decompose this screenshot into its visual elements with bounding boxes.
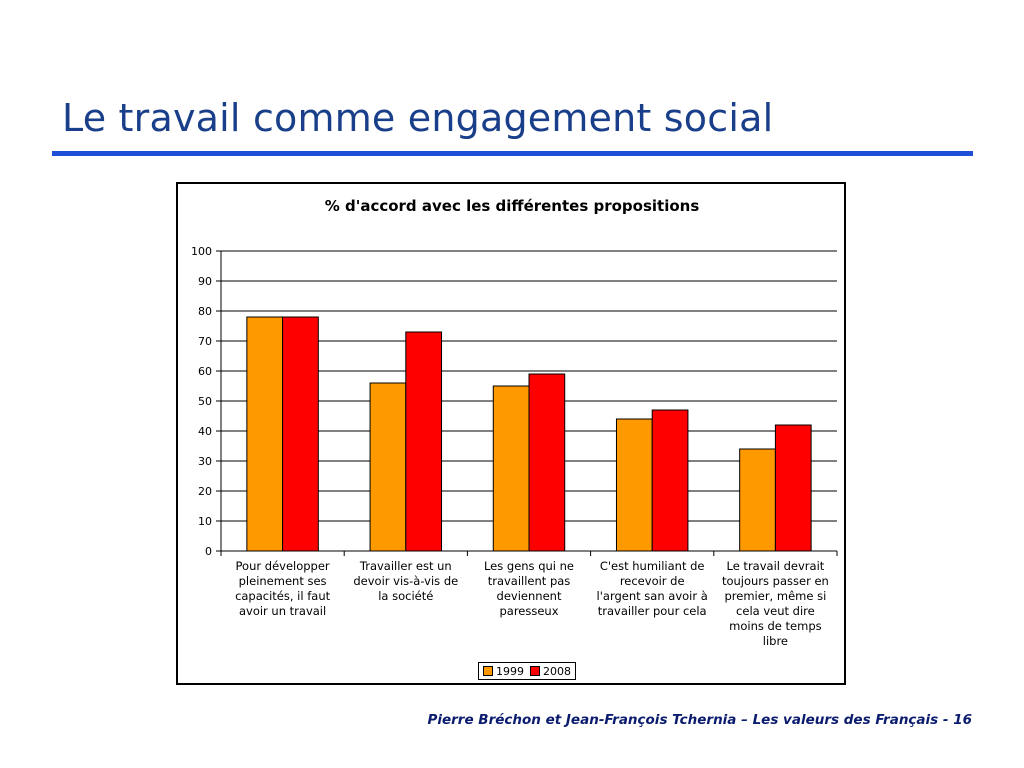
y-tick-label: 30 bbox=[198, 455, 212, 468]
bar-2008-3 bbox=[528, 373, 566, 552]
bar-1999-5 bbox=[739, 448, 776, 552]
slide-title: Le travail comme engagement social bbox=[62, 96, 774, 140]
chart-legend: 1999 2008 bbox=[478, 662, 576, 680]
y-tick-label: 80 bbox=[198, 305, 212, 318]
category-label-line: travaillent pas bbox=[487, 574, 571, 588]
y-tick-label: 90 bbox=[198, 275, 212, 288]
y-tick-label: 40 bbox=[198, 425, 212, 438]
category-label-line: Les gens qui ne bbox=[483, 559, 575, 573]
slide-footer: Pierre Bréchon et Jean-François Tchernia… bbox=[427, 712, 972, 728]
category-label-line: deviennent bbox=[496, 589, 562, 603]
bar-2008-2 bbox=[405, 331, 443, 552]
category-label-line: pleinement ses bbox=[238, 574, 327, 588]
y-tick-label: 10 bbox=[198, 515, 212, 528]
category-label-line: C'est humiliant de bbox=[599, 559, 705, 573]
category-label-line: la société bbox=[378, 589, 434, 603]
category-label-line: travailler pour cela bbox=[597, 604, 707, 618]
legend-swatch-2008 bbox=[530, 666, 540, 676]
legend-item-1999: 1999 bbox=[483, 665, 524, 678]
chart-title: % d'accord avec les différentes proposit… bbox=[324, 197, 700, 215]
category-label-line: Pour développer bbox=[235, 559, 330, 573]
category-label-2: Travailler est un devoir vis-à-vis de la s… bbox=[347, 559, 465, 604]
legend-label-2008: 2008 bbox=[543, 664, 571, 678]
y-tick-label: 20 bbox=[198, 485, 212, 498]
bar-2008-1 bbox=[282, 316, 319, 552]
y-tick-label: 50 bbox=[198, 395, 212, 408]
category-label-4: C'est humiliant de recevoir de l'argent sa… bbox=[593, 559, 711, 619]
bar-1999-1 bbox=[246, 316, 284, 552]
category-label-line: premier, même si bbox=[724, 589, 827, 603]
bar-1999-4 bbox=[615, 418, 653, 552]
category-label-line: avoir un travail bbox=[238, 604, 327, 618]
category-label-line: l'argent san avoir à bbox=[596, 589, 708, 603]
category-label-1: Pour développer pleinement ses capacités, … bbox=[224, 559, 342, 619]
y-tick-label: 100 bbox=[191, 245, 212, 258]
bar-2008-5 bbox=[774, 424, 812, 552]
category-label-line: toujours passer en bbox=[721, 574, 829, 588]
category-label-line: Travailler est un bbox=[359, 559, 452, 573]
category-label-line: Le travail devrait bbox=[726, 559, 825, 573]
bar-1999-3 bbox=[492, 385, 530, 552]
legend-swatch-1999 bbox=[483, 666, 493, 676]
legend-item-2008: 2008 bbox=[530, 665, 571, 678]
category-label-line: cela veut dire bbox=[736, 604, 815, 618]
legend-label-1999: 1999 bbox=[496, 664, 524, 678]
category-label-line: devoir vis-à-vis de bbox=[353, 574, 459, 588]
category-label-5: Le travail devrait toujours passer en prem… bbox=[716, 559, 834, 649]
category-label-line: moins de temps bbox=[729, 619, 822, 633]
category-label-line: libre bbox=[762, 634, 789, 648]
y-tick-label: 60 bbox=[198, 365, 212, 378]
category-label-line: recevoir de bbox=[619, 574, 685, 588]
y-tick-label: 0 bbox=[205, 545, 212, 558]
category-label-3: Les gens qui ne travaillent pas deviennent… bbox=[470, 559, 588, 619]
title-underline bbox=[52, 151, 973, 156]
y-tick-label: 70 bbox=[198, 335, 212, 348]
bar-1999-2 bbox=[369, 382, 407, 552]
bar-2008-4 bbox=[651, 409, 689, 552]
category-label-line: capacités, il faut bbox=[235, 589, 331, 603]
category-label-line: paresseux bbox=[499, 604, 559, 618]
